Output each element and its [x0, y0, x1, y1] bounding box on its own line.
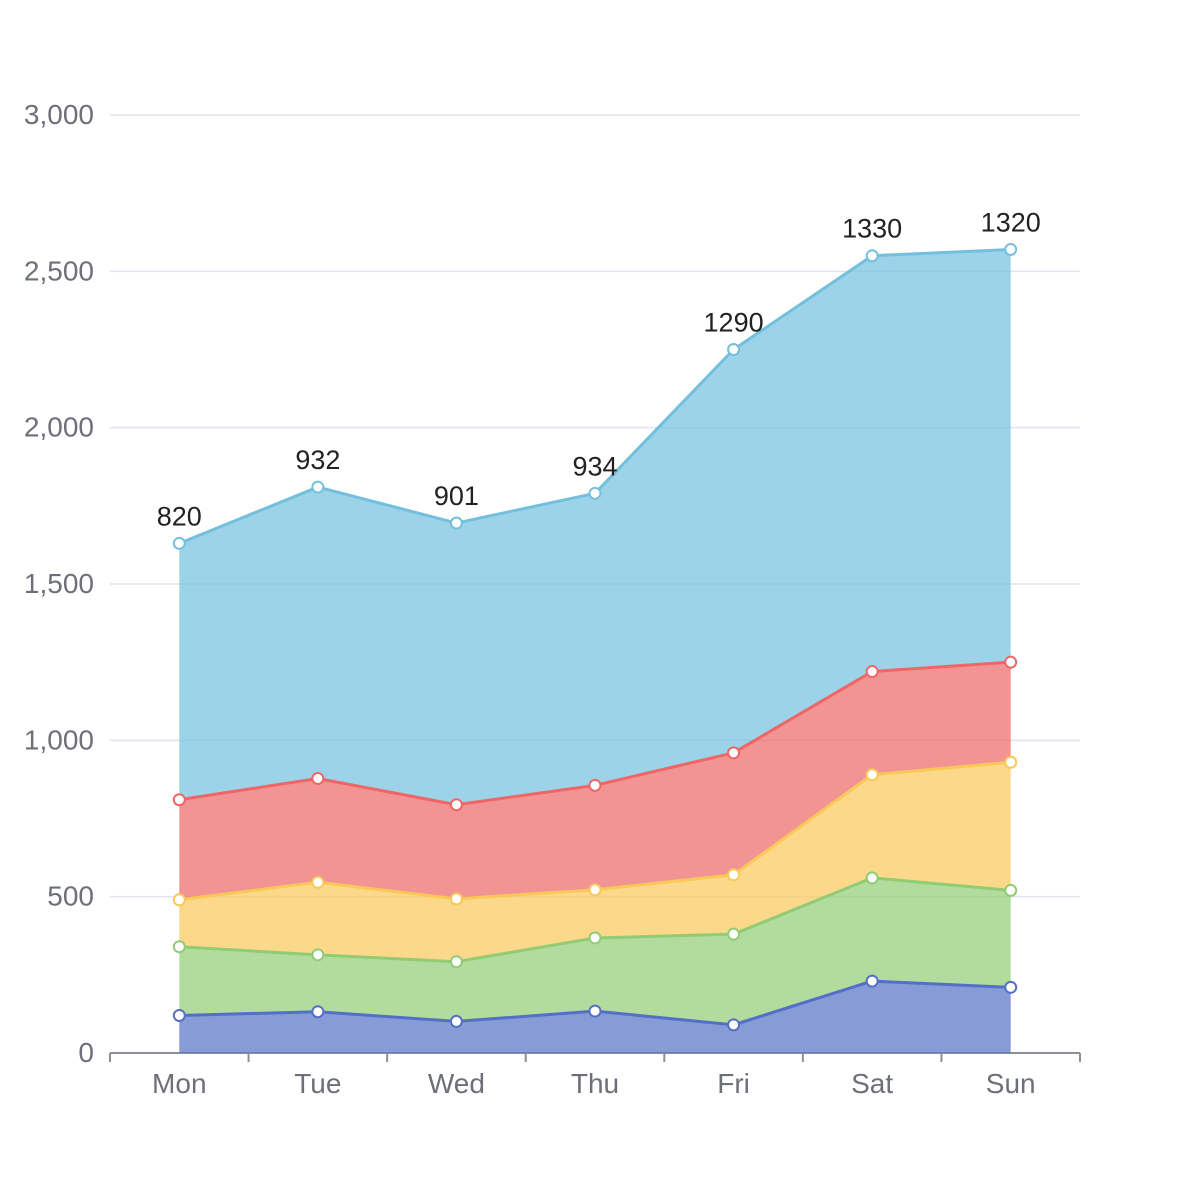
data-point[interactable] — [172, 793, 186, 807]
data-point[interactable] — [311, 875, 325, 889]
y-axis-label: 0 — [78, 1037, 94, 1068]
data-label: 932 — [295, 445, 340, 475]
data-point[interactable] — [311, 480, 325, 494]
data-point[interactable] — [1004, 242, 1018, 256]
area-band — [179, 877, 1011, 1025]
y-axis-label: 1,000 — [24, 724, 94, 755]
data-point[interactable] — [727, 1018, 741, 1032]
data-point[interactable] — [172, 893, 186, 907]
y-axis-label: 2,000 — [24, 412, 94, 443]
data-point[interactable] — [311, 1005, 325, 1019]
x-axis-label: Sat — [851, 1068, 893, 1099]
data-point[interactable] — [1004, 980, 1018, 994]
data-point[interactable] — [865, 974, 879, 988]
data-point[interactable] — [449, 892, 463, 906]
y-axis-label: 500 — [47, 881, 94, 912]
data-point[interactable] — [1004, 883, 1018, 897]
y-axis-label: 1,500 — [24, 568, 94, 599]
data-point[interactable] — [727, 343, 741, 356]
data-point[interactable] — [449, 955, 463, 969]
data-point[interactable] — [865, 871, 879, 885]
data-point[interactable] — [449, 1014, 463, 1028]
x-axis-label: Sun — [986, 1068, 1036, 1099]
data-point[interactable] — [588, 883, 602, 897]
data-point[interactable] — [865, 768, 879, 782]
data-label: 901 — [434, 481, 479, 511]
area-band — [179, 662, 1011, 900]
data-point[interactable] — [1004, 655, 1018, 669]
data-point[interactable] — [172, 1008, 186, 1022]
data-point[interactable] — [727, 868, 741, 882]
x-axis-label: Thu — [571, 1068, 619, 1099]
data-label: 1290 — [704, 308, 764, 338]
area-band — [179, 249, 1011, 805]
data-point[interactable] — [311, 771, 325, 785]
data-label: 934 — [572, 451, 617, 481]
data-label: 820 — [157, 501, 202, 531]
data-point[interactable] — [449, 798, 463, 812]
data-point[interactable] — [588, 931, 602, 945]
y-axis-label: 3,000 — [24, 99, 94, 130]
data-point[interactable] — [449, 516, 463, 530]
data-label: 1320 — [981, 207, 1041, 237]
data-point[interactable] — [727, 927, 741, 941]
data-point[interactable] — [1004, 755, 1018, 769]
data-point[interactable] — [865, 249, 879, 263]
y-axis-label: 2,500 — [24, 255, 94, 286]
data-point[interactable] — [727, 746, 741, 760]
data-point[interactable] — [172, 536, 186, 550]
data-label: 1330 — [842, 214, 902, 244]
x-axis-label: Wed — [428, 1068, 485, 1099]
data-point[interactable] — [172, 940, 186, 954]
data-point[interactable] — [865, 665, 879, 679]
x-axis-label: Tue — [294, 1068, 341, 1099]
x-axis-label: Mon — [152, 1068, 206, 1099]
data-point[interactable] — [311, 948, 325, 962]
data-point[interactable] — [588, 486, 602, 500]
data-point[interactable] — [588, 778, 602, 792]
x-axis-label: Fri — [717, 1068, 750, 1099]
area-band — [179, 762, 1011, 962]
data-point[interactable] — [588, 1004, 602, 1018]
